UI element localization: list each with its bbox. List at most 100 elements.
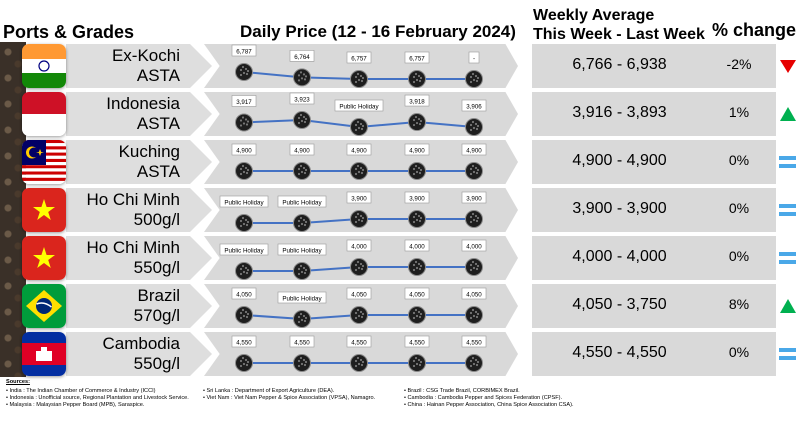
peppercorn-dot — [469, 172, 473, 176]
data-label-box — [346, 335, 372, 348]
pct-change-value: 0% — [728, 248, 750, 264]
data-label-box — [289, 50, 315, 62]
weekly-average-value: 3,900 - 3,900 — [572, 200, 667, 217]
data-label: 4,000 — [409, 244, 425, 251]
peppercorn-dot — [359, 310, 363, 314]
peppercorn-dot — [472, 218, 476, 222]
data-label: Public Holiday — [282, 200, 322, 207]
peppercorn-dot — [244, 310, 248, 314]
grade-label-band: Kuching ASTA — [66, 140, 190, 184]
peppercorn-dot — [418, 315, 422, 319]
daily-price-band: 4,050 Public Holiday 4,050 4,050 4,050 — [204, 284, 518, 328]
peppercorn-dot — [299, 264, 303, 268]
peppercorn-dot — [241, 164, 245, 168]
daily-price-band: 4,550 4,550 4,550 4,550 4,550 — [204, 332, 518, 376]
daily-price-band: Public Holiday Public Holiday 3,900 3,900 3,… — [204, 188, 518, 232]
peppercorn-dot — [303, 223, 307, 227]
peppercorn-dot — [302, 218, 306, 222]
grade-label-band: Brazil 570g/l — [66, 284, 190, 328]
peppercorn-dot — [245, 363, 249, 367]
peppercorn-dot — [303, 319, 307, 323]
daily-price-band: 6,787 6,764 6,757 6,757 - — [204, 44, 518, 88]
source-line: • Indonesia : Unofficial source, Regiona… — [6, 394, 189, 401]
peppercorn-dot — [354, 215, 358, 219]
peppercorn-dot — [414, 308, 418, 312]
peppercorn-dot — [419, 216, 423, 220]
peppercorn-dot — [245, 271, 249, 275]
port-name: Ho Chi Minh — [86, 190, 180, 209]
peppercorn-dot — [239, 316, 243, 320]
data-label: 4,900 — [466, 148, 482, 155]
data-label-box — [404, 143, 430, 156]
peppercorn-dot — [300, 77, 304, 80]
port-name: Ho Chi Minh — [86, 238, 180, 257]
pct-change-value: 0% — [728, 200, 750, 216]
peppercorn-dot — [474, 74, 478, 78]
peppercorn-dot — [471, 120, 475, 124]
grade-label-band: Indonesia ASTA — [66, 92, 190, 136]
sources-col-1: • India : The Indian Chamber of Commerce… — [6, 388, 189, 409]
peppercorn-dot — [239, 119, 243, 122]
trend-equal-icon — [776, 188, 800, 232]
peppercorn-dot — [419, 76, 423, 80]
peppercorn-dot — [476, 360, 480, 364]
data-label-box — [231, 44, 257, 57]
peppercorn-dot — [469, 364, 473, 368]
data-label-box — [231, 143, 257, 156]
peppercorn-dot — [244, 218, 248, 222]
peppercorn-dot — [417, 74, 421, 78]
daily-price-line-chart: 4,900 4,900 4,900 4,900 4,900 — [231, 143, 487, 180]
peppercorn-dot — [244, 358, 248, 362]
peppercorn-dot — [418, 79, 422, 83]
peppercorn-dot — [476, 216, 480, 220]
data-label: 3,900 — [409, 196, 425, 203]
data-label: 3,900 — [351, 196, 367, 203]
peppercorn-dot — [302, 73, 306, 76]
peppercorn-dot — [418, 267, 422, 271]
peppercorn-dot — [300, 318, 304, 322]
data-label: 3,900 — [466, 196, 482, 203]
trend-equal-icon — [776, 236, 800, 280]
data-label: Public Holiday — [339, 104, 379, 111]
peppercorn-dot — [297, 116, 301, 120]
peppercorn-dot — [412, 172, 416, 176]
source-line: • Malaysia : Malaysian Pepper Board (MPB… — [6, 401, 145, 408]
peppercorn-dot — [415, 314, 419, 318]
peppercorn-dot — [300, 270, 304, 274]
trend-up-icon — [776, 284, 800, 328]
india-flag-icon — [22, 44, 66, 88]
data-label: 4,900 — [294, 148, 310, 155]
peppercorn-dot — [245, 223, 249, 227]
data-label: 4,550 — [294, 340, 310, 347]
peppercorn-dot — [414, 260, 418, 264]
peppercorn-dot — [297, 167, 301, 171]
data-label-box — [404, 191, 430, 204]
peppercorn-dot — [297, 315, 301, 319]
peppercorn-dot — [412, 118, 416, 122]
peppercorn-dot — [469, 128, 473, 132]
peppercorn-dot — [356, 72, 360, 76]
data-label: 4,900 — [409, 148, 425, 155]
peppercorn-dot — [474, 122, 478, 126]
peppercorn-dot — [471, 72, 475, 76]
data-label: 4,550 — [236, 340, 252, 347]
peppercorn-dot — [415, 170, 419, 174]
peppercorn-dot — [357, 170, 361, 174]
peppercorn-dot — [475, 79, 479, 83]
peppercorn-dot — [412, 123, 416, 127]
peppercorn-dot — [300, 362, 304, 366]
peppercorn-dot — [475, 267, 479, 271]
peppercorn-dot — [360, 127, 364, 131]
data-label: Public Holiday — [224, 200, 264, 207]
peppercorn-dot — [471, 356, 475, 360]
data-label: 4,550 — [466, 340, 482, 347]
data-label: 4,900 — [351, 148, 367, 155]
weekly-average-value: 4,550 - 4,550 — [572, 344, 667, 361]
pct-change-header: % change — [712, 20, 797, 40]
peppercorn-dot — [246, 69, 250, 73]
peppercorn-dot — [357, 126, 361, 130]
peppercorn-dot — [414, 164, 418, 168]
peppercorn-dot — [361, 76, 365, 80]
peppercorn-dot — [299, 164, 303, 168]
data-label-box — [219, 243, 269, 256]
